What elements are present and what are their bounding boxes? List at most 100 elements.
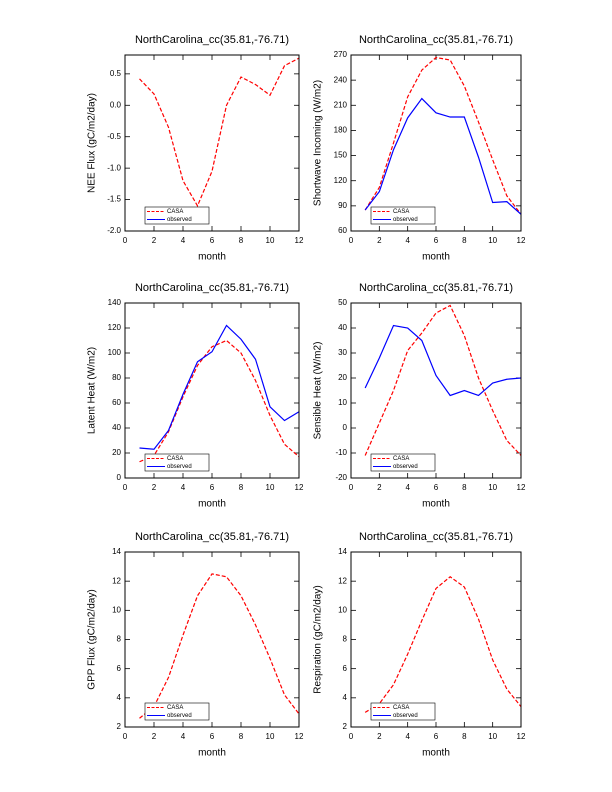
x-tick-label: 12 — [295, 732, 304, 741]
x-tick-label: 12 — [517, 483, 526, 492]
x-tick-label: 10 — [488, 236, 497, 245]
y-tick-label: 0 — [343, 423, 348, 432]
y-tick-label: 60 — [338, 226, 347, 235]
y-tick-label: 2 — [343, 722, 348, 731]
y-axis-label: GPP Flux (gC/m2/day) — [87, 589, 98, 689]
y-tick-label: 150 — [334, 151, 348, 160]
x-axis-label: month — [422, 252, 450, 263]
x-axis-label: month — [422, 748, 450, 759]
legend-label: CASA — [167, 456, 183, 462]
y-axis-label: Sensible Heat (W/m2) — [313, 342, 324, 440]
y-tick-label: 40 — [338, 323, 347, 332]
x-tick-label: 8 — [239, 732, 244, 741]
y-tick-label: 60 — [112, 398, 121, 407]
y-tick-label: 14 — [112, 547, 121, 556]
x-tick-label: 10 — [266, 236, 275, 245]
series-line — [139, 339, 300, 463]
series-line — [139, 324, 300, 450]
plot-frame — [124, 54, 300, 232]
legend-label: observed — [393, 464, 418, 470]
y-tick-label: -0.5 — [107, 132, 121, 141]
x-tick-label: 10 — [266, 483, 275, 492]
x-tick-label: 8 — [462, 236, 467, 245]
y-tick-label: -2.0 — [107, 226, 121, 235]
plot-frame — [350, 551, 522, 728]
x-tick-label: 6 — [210, 732, 215, 741]
y-tick-label: 4 — [117, 693, 122, 702]
y-tick-label: 180 — [334, 126, 348, 135]
x-tick-label: 8 — [239, 236, 244, 245]
x-tick-label: 10 — [488, 483, 497, 492]
y-axis-label: Shortwave Incoming (W/m2) — [313, 80, 324, 206]
series-line — [364, 97, 522, 215]
legend-label: observed — [167, 713, 192, 719]
plot-frame — [350, 54, 522, 232]
x-tick-label: 12 — [517, 732, 526, 741]
x-tick-label: 2 — [152, 236, 157, 245]
x-tick-label: 6 — [210, 483, 215, 492]
panel-title: NorthCarolina_cc(35.81,-76.71) — [359, 282, 513, 294]
y-axis-label: Respiration (gC/m2/day) — [313, 585, 324, 693]
panel: NorthCarolina_cc(35.81,-76.71)month Sensi… — [313, 282, 526, 510]
plot-frame — [124, 551, 300, 728]
x-tick-label: 4 — [405, 236, 410, 245]
y-tick-label: 12 — [112, 576, 121, 585]
x-tick-label: 4 — [405, 732, 410, 741]
x-tick-label: 4 — [181, 236, 186, 245]
y-tick-label: -20 — [335, 473, 347, 482]
panel-title: NorthCarolina_cc(35.81,-76.71) — [135, 531, 289, 543]
x-tick-label: 6 — [434, 732, 439, 741]
legend-label: observed — [167, 217, 192, 223]
x-tick-label: 0 — [123, 732, 128, 741]
y-tick-label: 40 — [112, 423, 121, 432]
y-tick-label: 120 — [108, 323, 122, 332]
series-line — [139, 573, 300, 719]
panel: NorthCarolina_cc(35.81,-76.71)month NEE F… — [87, 34, 304, 263]
x-tick-label: 2 — [152, 732, 157, 741]
series-line — [364, 576, 522, 713]
y-tick-label: 50 — [338, 298, 347, 307]
legend-label: CASA — [167, 209, 183, 215]
y-tick-label: 10 — [338, 605, 347, 614]
legend-label: observed — [167, 464, 192, 470]
x-tick-label: 6 — [434, 236, 439, 245]
y-tick-label: -1.5 — [107, 195, 121, 204]
y-tick-label: 10 — [338, 398, 347, 407]
x-tick-label: 0 — [123, 236, 128, 245]
x-tick-label: 12 — [517, 236, 526, 245]
y-tick-label: 120 — [334, 176, 348, 185]
x-tick-label: 2 — [377, 236, 382, 245]
y-tick-label: 6 — [343, 664, 348, 673]
y-tick-label: 90 — [338, 201, 347, 210]
y-tick-label: 210 — [334, 100, 348, 109]
panel-title: NorthCarolina_cc(35.81,-76.71) — [359, 531, 513, 543]
x-tick-label: 4 — [405, 483, 410, 492]
x-axis-label: month — [198, 748, 226, 759]
y-tick-label: 10 — [112, 605, 121, 614]
plot-frame — [350, 302, 522, 479]
y-tick-label: 0.0 — [110, 100, 122, 109]
y-tick-label: 240 — [334, 75, 348, 84]
x-tick-label: 2 — [377, 732, 382, 741]
x-tick-label: 12 — [295, 236, 304, 245]
y-tick-label: 0.5 — [110, 69, 122, 78]
x-tick-label: 10 — [488, 732, 497, 741]
legend-label: CASA — [393, 705, 409, 711]
x-tick-label: 8 — [462, 483, 467, 492]
x-tick-label: 6 — [210, 236, 215, 245]
y-tick-label: 80 — [112, 373, 121, 382]
legend-label: observed — [393, 713, 418, 719]
legend-label: CASA — [167, 705, 183, 711]
y-tick-label: 12 — [338, 576, 347, 585]
legend-label: CASA — [393, 209, 409, 215]
x-tick-label: 2 — [377, 483, 382, 492]
panel: NorthCarolina_cc(35.81,-76.71)month Respi… — [313, 531, 526, 759]
x-axis-label: month — [198, 499, 226, 510]
y-tick-label: 270 — [334, 50, 348, 59]
panel-title: NorthCarolina_cc(35.81,-76.71) — [359, 34, 513, 46]
y-tick-label: -10 — [335, 448, 347, 457]
series-line — [364, 56, 522, 215]
y-tick-label: 6 — [117, 664, 122, 673]
